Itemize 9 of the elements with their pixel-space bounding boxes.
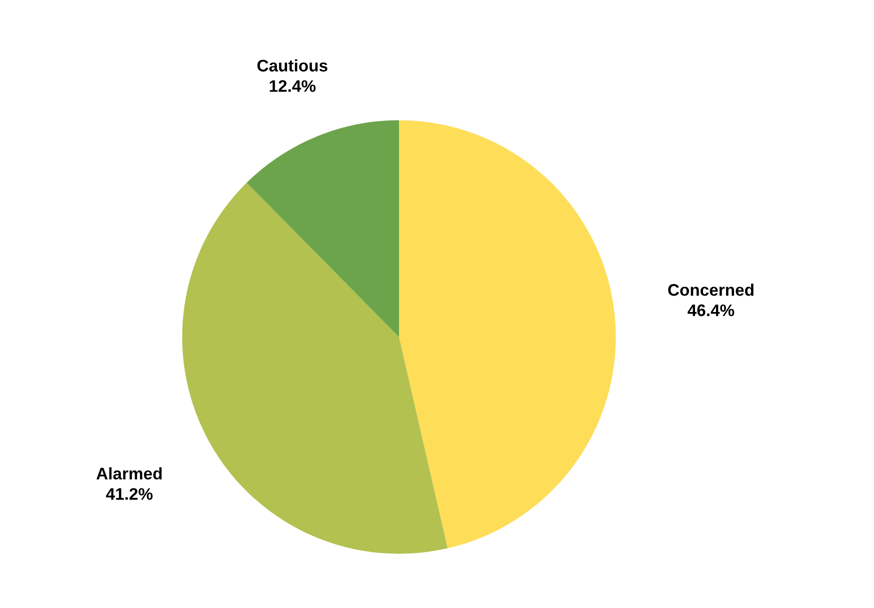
- data-label: 12.4%: [270, 80, 316, 92]
- slice-label: Cautious: [257, 59, 328, 72]
- pie-slice: [182, 182, 448, 554]
- pie-slice: [399, 120, 616, 548]
- pie-slice: [246, 120, 399, 337]
- data-label: 46.4%: [688, 304, 734, 316]
- data-label: 41.2%: [106, 488, 153, 500]
- slice-label: Concerned: [668, 284, 754, 296]
- slice-label: Alarmed: [96, 467, 162, 480]
